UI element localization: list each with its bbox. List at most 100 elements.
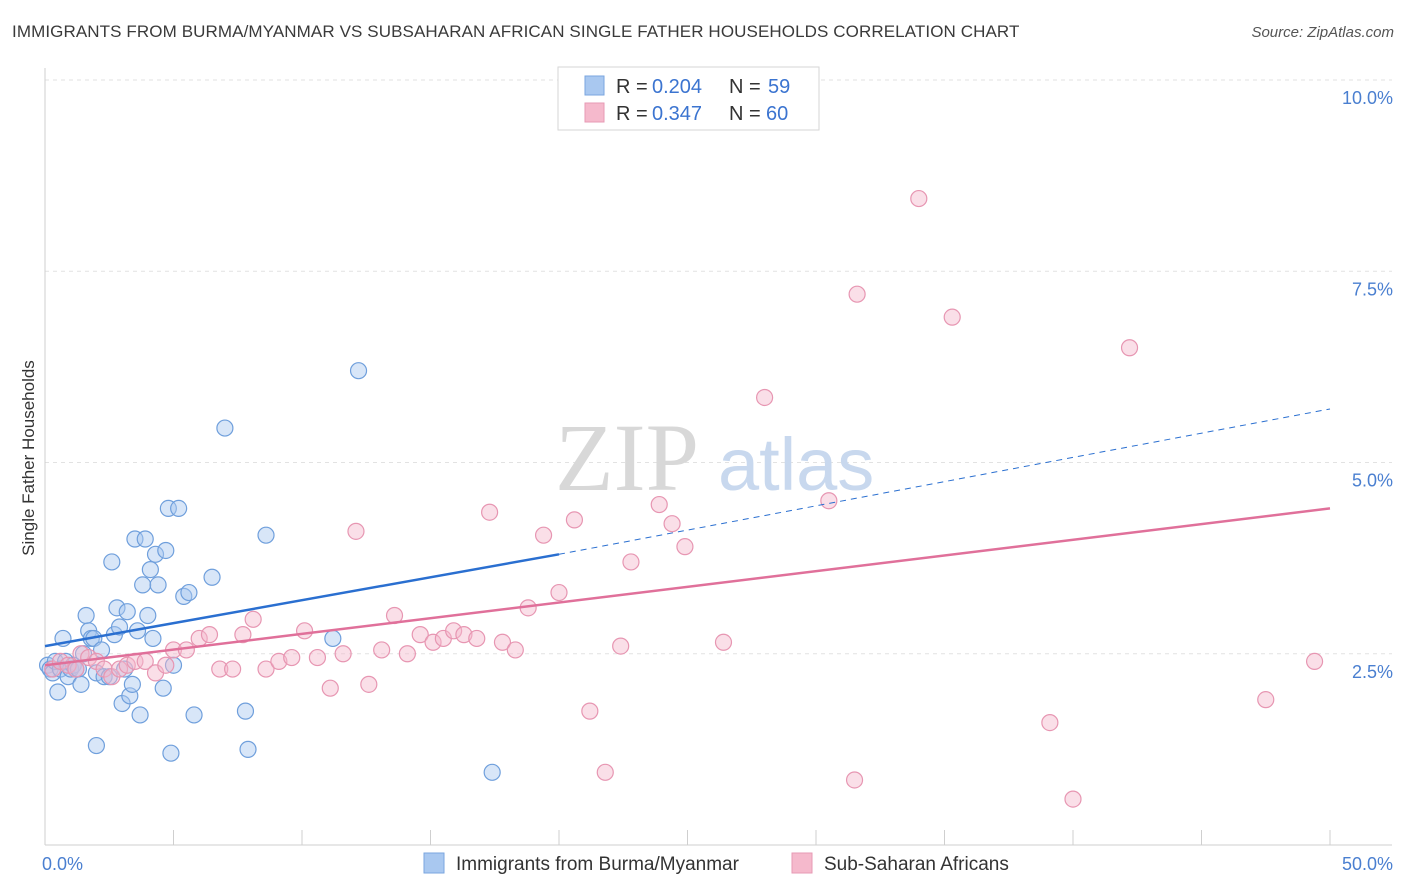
point-burma-58 (349, 362, 368, 380)
point-africa-9 (110, 660, 129, 678)
point-africa-31 (360, 675, 378, 693)
point-africa-14 (157, 656, 175, 674)
point-africa-23 (257, 660, 275, 678)
point-africa-20 (224, 660, 242, 678)
legend-swatch-burma (584, 75, 605, 96)
point-burma-30 (118, 603, 136, 621)
point-burma-50 (180, 583, 198, 602)
point-africa-52 (650, 495, 668, 514)
point-africa-65 (1305, 652, 1324, 671)
point-africa-29 (334, 645, 352, 663)
point-africa-42 (493, 633, 512, 651)
point-africa-26 (295, 622, 314, 640)
point-africa-61 (943, 308, 961, 326)
point-africa-59 (848, 285, 866, 303)
y-tick-label-2: 7.5% (1352, 279, 1393, 299)
trend-lines (44, 408, 1331, 667)
chart-title: IMMIGRANTS FROM BURMA/MYANMAR VS SUBSAHA… (12, 22, 1020, 41)
point-africa-47 (565, 511, 584, 529)
point-burma-48 (170, 499, 188, 517)
point-burma-54 (236, 702, 255, 720)
point-africa-43 (506, 641, 524, 659)
watermark-zip: ZIP (555, 404, 699, 511)
point-africa-32 (373, 641, 391, 659)
point-burma-43 (154, 679, 172, 697)
point-burma-46 (162, 744, 180, 762)
point-africa-45 (534, 526, 553, 544)
point-burma-37 (136, 530, 154, 548)
point-africa-22 (244, 610, 262, 628)
point-burma-13 (72, 675, 90, 693)
point-africa-57 (820, 492, 838, 510)
point-burma-53 (216, 419, 234, 437)
data-points (38, 189, 1324, 808)
point-burma-36 (134, 576, 152, 594)
point-africa-16 (177, 641, 195, 659)
point-africa-38 (445, 622, 463, 640)
point-africa-18 (200, 626, 219, 644)
y-axis-label: Single Father Households (19, 360, 38, 556)
x-tick-label-1: 50.0% (1342, 854, 1393, 874)
point-burma-59 (483, 763, 501, 781)
point-africa-60 (910, 189, 928, 208)
point-burma-52 (203, 568, 221, 586)
point-burma-35 (131, 706, 149, 724)
point-burma-26 (108, 599, 126, 617)
point-africa-21 (234, 626, 252, 644)
point-burma-56 (257, 526, 275, 544)
legend-n-value-1: 60 (766, 103, 788, 125)
point-africa-25 (283, 648, 301, 667)
point-africa-36 (424, 633, 442, 651)
point-africa-56 (755, 388, 774, 407)
point-africa-49 (596, 763, 614, 781)
y-tick-label-0: 2.5% (1352, 662, 1393, 682)
point-burma-22 (87, 736, 106, 755)
legend-r-label-0: R = (616, 76, 648, 98)
watermark: ZIP atlas (555, 404, 874, 511)
point-africa-10 (118, 656, 136, 674)
series-swatch-burma (423, 852, 445, 874)
point-africa-30 (347, 522, 365, 540)
trend-line-burma (44, 553, 560, 648)
point-africa-53 (663, 515, 681, 533)
point-africa-35 (411, 626, 429, 644)
point-burma-42 (149, 576, 167, 594)
point-burma-32 (123, 675, 141, 693)
watermark-atlas: atlas (718, 423, 874, 506)
x-tick-label-0: 0.0% (42, 854, 83, 874)
series-name-burma: Immigrants from Burma/Myanmar (456, 854, 740, 875)
legend-swatch-africa (584, 102, 605, 123)
legend-r-label-1: R = (616, 103, 648, 125)
point-burma-51 (185, 706, 203, 724)
source-label: Source: ZipAtlas.com (1251, 24, 1394, 41)
point-africa-55 (714, 633, 733, 651)
point-africa-19 (211, 660, 229, 678)
correlation-legend: R = 0.204 N = 59 R = 0.347 N = 60 (557, 66, 820, 131)
point-africa-27 (308, 648, 327, 667)
point-burma-41 (146, 545, 165, 563)
point-africa-34 (398, 645, 416, 663)
point-burma-15 (77, 606, 95, 625)
legend-n-label-1: N = (729, 103, 761, 125)
trend-line-africa (44, 507, 1331, 667)
point-burma-39 (141, 560, 159, 579)
tick-labels: 2.5% 5.0% 7.5% 10.0% 0.0% 50.0% (42, 88, 1393, 874)
point-africa-66 (1064, 790, 1082, 808)
point-burma-55 (239, 740, 257, 758)
y-tick-label-1: 5.0% (1352, 471, 1393, 491)
point-africa-41 (481, 503, 499, 521)
grid-lines (45, 79, 1392, 655)
point-africa-51 (622, 553, 640, 571)
point-africa-64 (1257, 691, 1275, 709)
point-burma-4 (49, 683, 67, 701)
point-africa-48 (581, 702, 599, 720)
series-name-africa: Sub-Saharan Africans (824, 854, 1009, 875)
point-africa-40 (468, 629, 486, 648)
legend-r-value-0: 0.204 (652, 76, 702, 98)
point-burma-38 (139, 606, 157, 625)
series-legend: Immigrants from Burma/Myanmar Sub-Sahara… (423, 852, 1009, 875)
y-tick-label-3: 10.0% (1342, 88, 1393, 108)
point-africa-46 (550, 583, 568, 602)
point-africa-39 (455, 626, 473, 644)
